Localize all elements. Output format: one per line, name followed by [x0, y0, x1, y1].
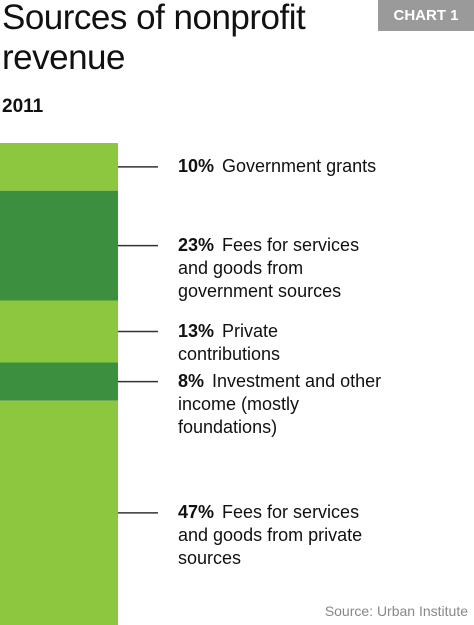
- segment-label: 23% Fees for services and goods from gove…: [178, 234, 383, 303]
- value-label: 23%: [178, 234, 215, 255]
- value-label: 47%: [178, 501, 215, 522]
- category-label: Private contributions: [178, 320, 281, 364]
- chart-title: Sources of nonprofit revenue: [2, 0, 306, 77]
- segment-label: 10% Government grants: [178, 155, 383, 178]
- chart-badge: CHART 1: [378, 0, 474, 31]
- value-label: 8%: [178, 370, 205, 391]
- category-label: Government grants: [222, 155, 377, 176]
- category-label: Fees for services and goods from governm…: [178, 234, 360, 301]
- value-label: 13%: [178, 320, 215, 341]
- segment-label: 13% Private contributions: [178, 320, 383, 366]
- bar-segment: [0, 190, 118, 301]
- category-label: Fees for services and goods from private…: [178, 501, 363, 568]
- source-note: Source: Urban Institute: [324, 603, 468, 619]
- category-label: Investment and other income (mostly foun…: [178, 370, 382, 437]
- bar-segment: [0, 143, 118, 191]
- segment-label: 8% Investment and other income (mostly fo…: [178, 370, 383, 439]
- bar-segment: [0, 400, 118, 625]
- segment-label: 47% Fees for services and goods from priv…: [178, 501, 383, 570]
- value-label: 10%: [178, 155, 215, 176]
- bar-segment: [0, 362, 118, 401]
- bar-segment: [0, 300, 118, 363]
- chart-subtitle: 2011: [2, 96, 44, 117]
